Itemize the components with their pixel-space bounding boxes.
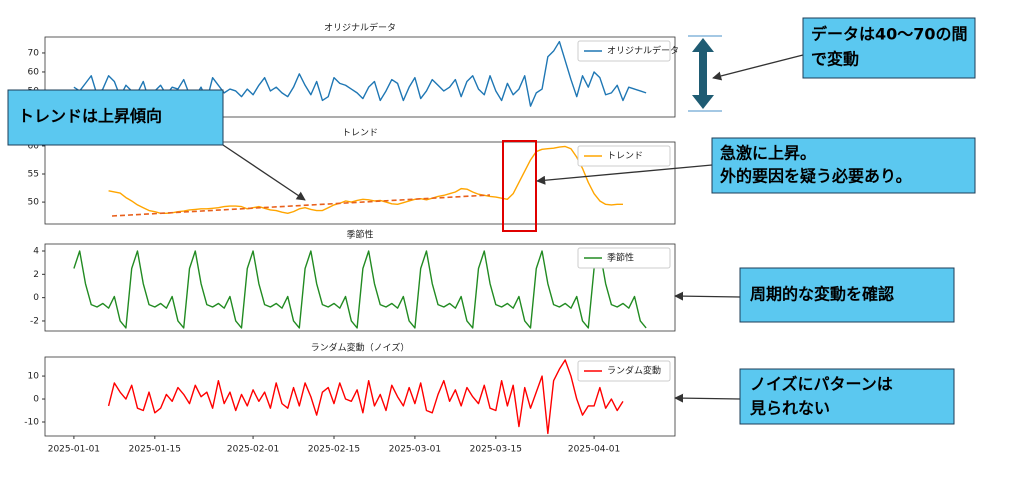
plot-area bbox=[44, 243, 676, 332]
callout-box bbox=[7, 89, 224, 146]
legend-label: トレンド bbox=[607, 152, 643, 162]
callout-text: 見られない bbox=[749, 399, 830, 418]
callout-text: データは40〜70の間 bbox=[811, 25, 968, 44]
callout-box bbox=[739, 267, 955, 323]
panel-title: トレンド bbox=[342, 129, 378, 139]
callout-box bbox=[802, 17, 976, 79]
panel-title: オリジナルデータ bbox=[324, 22, 396, 34]
callout-text: 外的要因を疑う必要あり。 bbox=[719, 167, 912, 186]
callout-box bbox=[711, 137, 976, 194]
x-tick-label: 2025-01-15 bbox=[129, 445, 181, 455]
y-tick-label: 4 bbox=[33, 246, 39, 256]
legend-label: ランダム変動 bbox=[607, 365, 661, 377]
panel-title: 季節性 bbox=[346, 229, 373, 241]
x-tick-label: 2025-01-01 bbox=[48, 445, 100, 455]
y-tick-label: 60 bbox=[28, 67, 40, 77]
highlight-box bbox=[502, 140, 537, 232]
y-tick-label: 70 bbox=[28, 48, 40, 58]
x-tick-label: 2025-02-01 bbox=[227, 445, 279, 455]
y-tick-label: -10 bbox=[24, 417, 39, 427]
y-tick-label: -2 bbox=[30, 316, 39, 326]
y-tick-label: 0 bbox=[33, 395, 39, 405]
y-tick-label: 2 bbox=[33, 270, 39, 280]
callout-box bbox=[739, 368, 955, 425]
x-tick-label: 2025-04-01 bbox=[568, 445, 620, 455]
legend-box bbox=[577, 40, 671, 62]
arrow bbox=[712, 54, 804, 81]
legend-box bbox=[577, 247, 671, 269]
arrow bbox=[536, 164, 713, 185]
callout-text: 急激に上昇。 bbox=[720, 144, 816, 163]
series-line bbox=[107, 359, 624, 435]
callout-text: で変動 bbox=[811, 50, 859, 69]
callout-text: 周期的な変動を確認 bbox=[750, 285, 894, 304]
series-line bbox=[73, 250, 647, 329]
legend-label: 季節性 bbox=[607, 252, 634, 264]
series-line bbox=[108, 145, 623, 215]
arrow bbox=[222, 144, 306, 201]
y-tick-label: 50 bbox=[28, 198, 40, 208]
trend-guide bbox=[111, 194, 491, 217]
panel-title: ランダム変動（ノイズ） bbox=[311, 342, 410, 354]
x-tick-label: 2025-03-15 bbox=[470, 445, 522, 455]
plots: オリジナルデータ40506070オリジナルデータトレンド505560トレンド季節… bbox=[24, 22, 679, 455]
arrow bbox=[674, 291, 741, 301]
arrow bbox=[674, 393, 741, 403]
y-tick-label: 60 bbox=[28, 141, 40, 151]
callout-text: ノイズにパターンは bbox=[750, 375, 893, 394]
legend-label: オリジナルデータ bbox=[607, 45, 679, 57]
x-tick-label: 2025-03-01 bbox=[389, 445, 441, 455]
callout-text: トレンドは上昇傾向 bbox=[18, 107, 162, 126]
legend-box bbox=[577, 145, 671, 167]
range-arrow bbox=[692, 38, 714, 109]
legend-box bbox=[577, 360, 671, 382]
x-tick-label: 2025-02-15 bbox=[308, 445, 360, 455]
y-tick-label: 0 bbox=[33, 293, 39, 303]
y-tick-label: 55 bbox=[28, 170, 39, 180]
y-tick-label: 10 bbox=[28, 372, 40, 382]
